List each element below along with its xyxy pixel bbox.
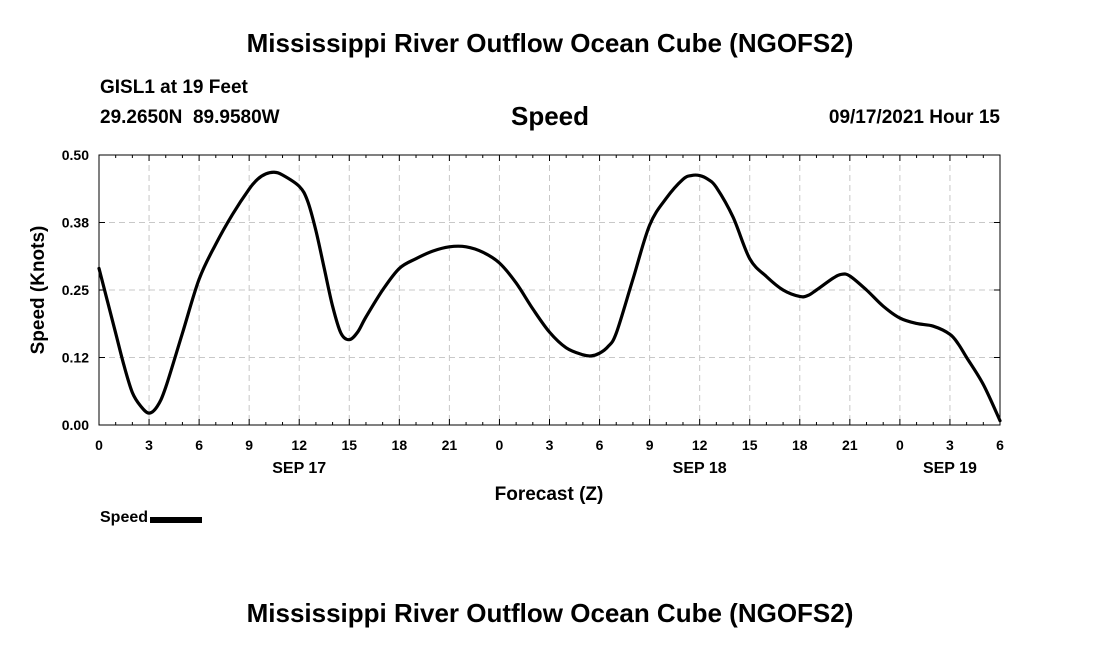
x-tick-label: 21 xyxy=(842,437,858,453)
date-label: SEP 17 xyxy=(272,460,326,477)
x-tick-label: 0 xyxy=(896,437,904,453)
y-tick-label: 0.00 xyxy=(62,417,89,433)
x-tick-label: 0 xyxy=(496,437,504,453)
x-tick-label: 12 xyxy=(291,437,307,453)
x-tick-label: 6 xyxy=(996,437,1004,453)
y-tick-label: 0.38 xyxy=(62,215,89,231)
forecast-datetime: 09/17/2021 Hour 15 xyxy=(828,107,1000,128)
date-label: SEP 18 xyxy=(673,460,727,477)
x-tick-label: 15 xyxy=(742,437,758,453)
x-tick-label: 0 xyxy=(95,437,103,453)
station-label: GISL1 at 19 Feet xyxy=(100,77,248,98)
axis-tick-labels: 0 3 6 9 12 15 18 21 0 3 6 9 12 15 18 21 0 3 6 SEP 17 SEP 18 S… xyxy=(62,147,1004,477)
x-tick-label: 18 xyxy=(392,437,408,453)
axis-ticks xyxy=(98,154,1001,426)
x-tick-label: 9 xyxy=(646,437,654,453)
chart-legend: Speed xyxy=(100,509,203,527)
y-tick-label: 0.12 xyxy=(62,350,89,366)
y-tick-label: 0.25 xyxy=(62,282,89,298)
x-tick-label: 6 xyxy=(596,437,604,453)
chart-grid xyxy=(99,155,1000,425)
y-tick-label: 0.50 xyxy=(62,147,89,163)
chart-title-bottom: Mississippi River Outflow Ocean Cube (NG… xyxy=(246,598,854,628)
x-tick-label: 3 xyxy=(546,437,554,453)
speed-series-line xyxy=(97,170,1002,423)
y-axis-label: Speed (Knots) xyxy=(28,226,49,355)
station-coordinates: 29.2650N 89.9580W xyxy=(100,107,280,128)
x-tick-label: 18 xyxy=(792,437,808,453)
legend-label: Speed xyxy=(100,509,149,526)
x-tick-label: 6 xyxy=(195,437,203,453)
x-tick-label: 3 xyxy=(145,437,153,453)
x-tick-label: 15 xyxy=(341,437,357,453)
legend-swatch xyxy=(150,516,203,523)
x-tick-label: 12 xyxy=(692,437,708,453)
variable-title: Speed xyxy=(510,101,590,131)
date-label: SEP 19 xyxy=(923,460,977,477)
x-tick-label: 21 xyxy=(442,437,458,453)
x-tick-label: 3 xyxy=(946,437,954,453)
x-tick-label: 9 xyxy=(245,437,253,453)
x-axis-label: Forecast (Z) xyxy=(495,484,604,505)
chart-title-top: Mississippi River Outflow Ocean Cube (NG… xyxy=(246,28,854,58)
